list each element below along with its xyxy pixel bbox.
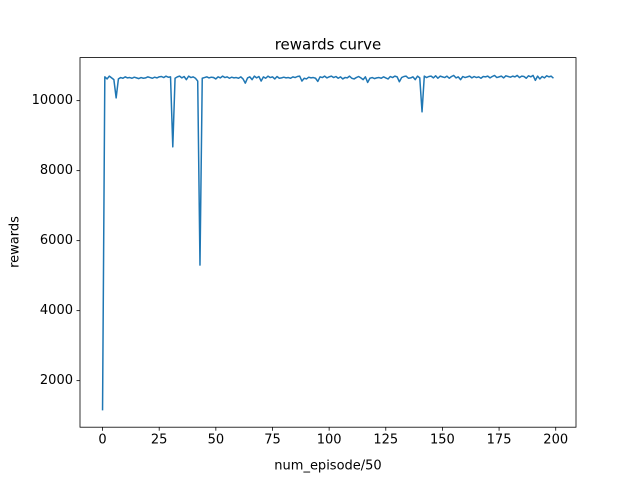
x-tick-label: 50 — [208, 433, 225, 448]
x-tick-label: 100 — [317, 433, 342, 448]
y-tick-label: 8000 — [40, 163, 73, 178]
x-tick-label: 0 — [98, 433, 106, 448]
plot-frame — [79, 57, 577, 428]
y-axis-label: rewards — [8, 216, 23, 268]
x-tick-label: 200 — [543, 433, 568, 448]
x-axis-label: num_episode/50 — [274, 459, 381, 474]
x-tick-label: 25 — [151, 433, 168, 448]
y-tick-label: 4000 — [40, 303, 73, 318]
x-tick-label: 150 — [430, 433, 455, 448]
y-tick-label: 6000 — [40, 233, 73, 248]
line-series — [101, 74, 554, 411]
x-tick-label: 125 — [373, 433, 398, 448]
y-tick-label: 2000 — [40, 373, 73, 388]
chart-title: rewards curve — [275, 36, 382, 54]
y-tick-label: 10000 — [32, 93, 73, 108]
x-tick-label: 75 — [264, 433, 281, 448]
x-tick-label: 175 — [487, 433, 512, 448]
